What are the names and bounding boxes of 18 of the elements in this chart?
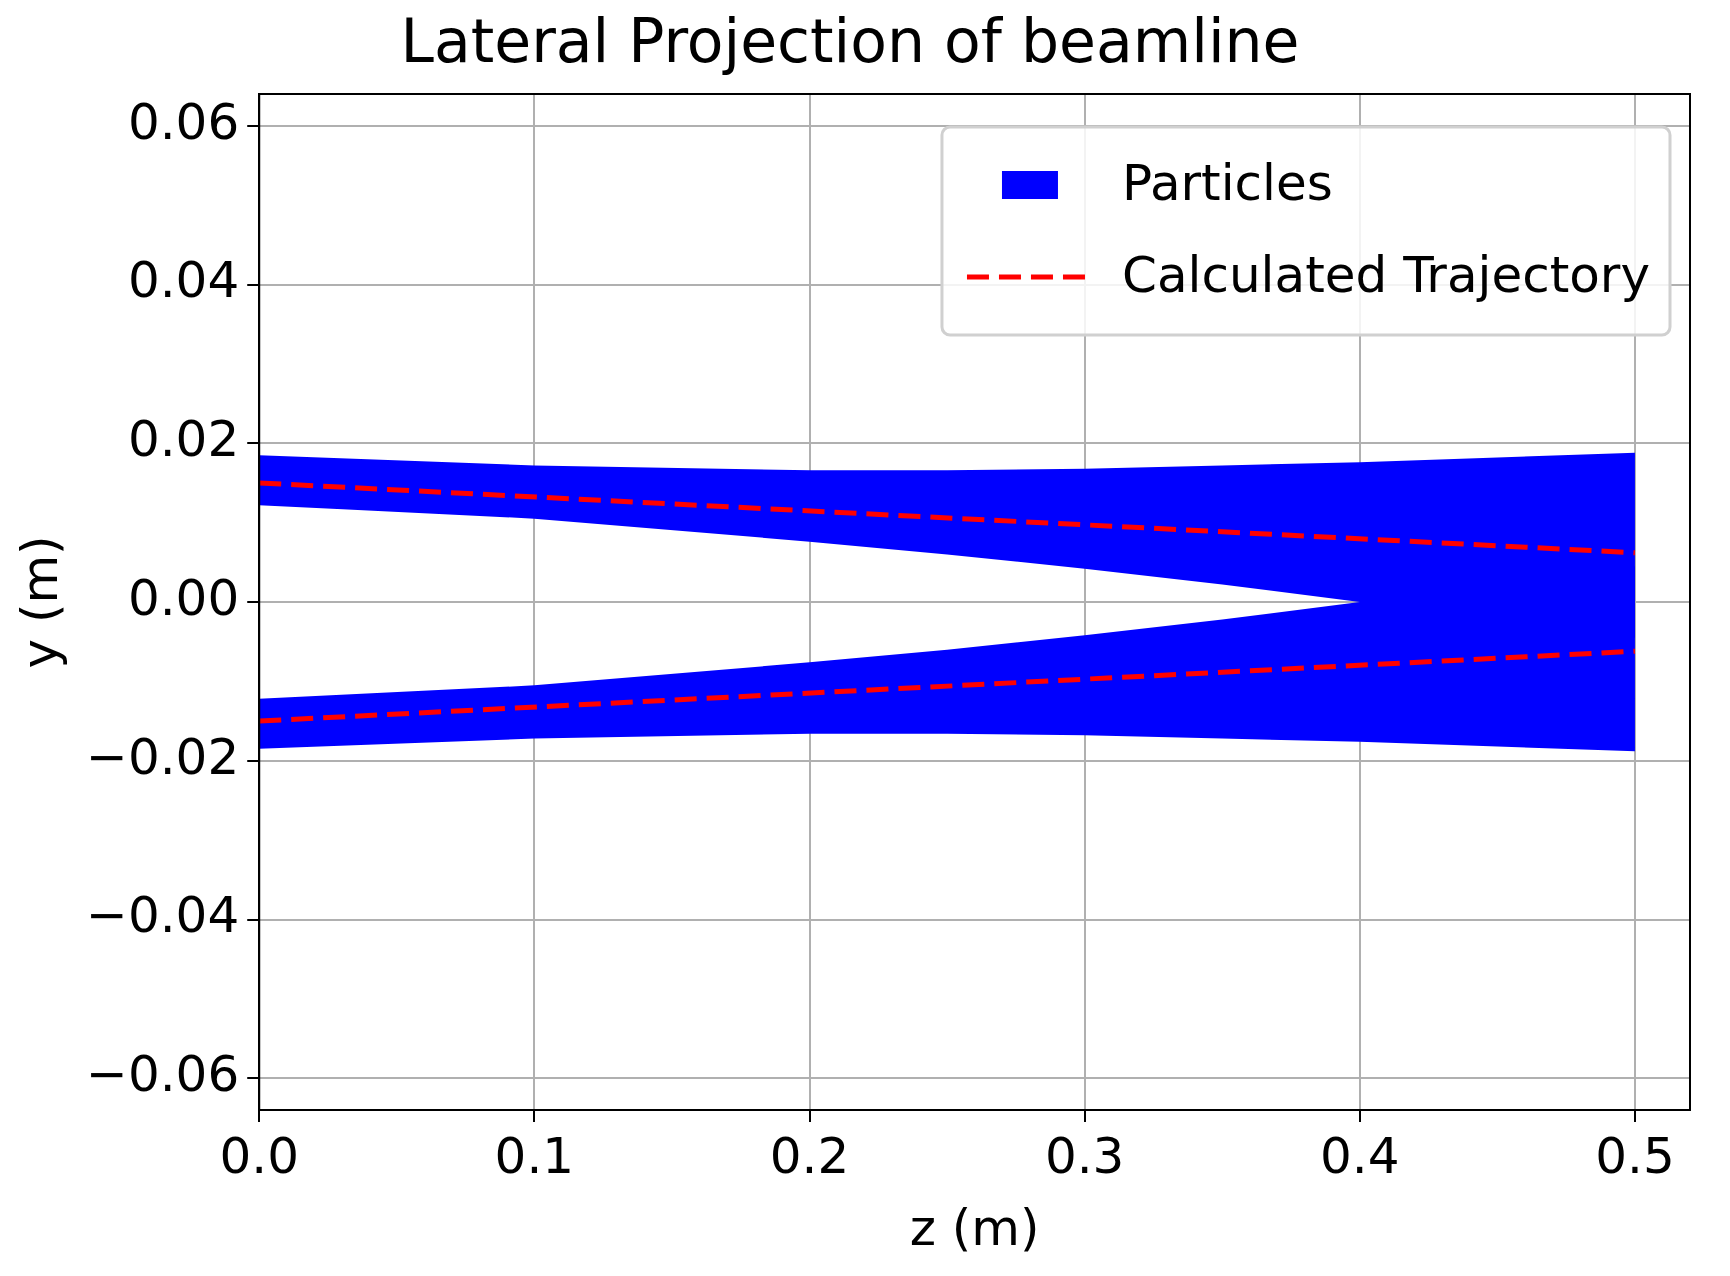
y-tick-label: −0.06 [85, 1045, 240, 1104]
x-axis-title: z (m) [909, 1198, 1040, 1257]
y-tick-label: −0.02 [85, 727, 240, 786]
x-tick-label: 0.1 [494, 1126, 575, 1185]
y-tick-label: 0.02 [127, 410, 240, 469]
legend-label: Calculated Trajectory [1121, 245, 1650, 304]
y-tick-label: −0.04 [85, 886, 240, 945]
y-tick-label: 0.06 [127, 92, 240, 151]
y-tick-label: 0.04 [127, 251, 240, 310]
x-tick-label: 0.3 [1044, 1126, 1125, 1185]
x-tick-label: 0.2 [769, 1126, 850, 1185]
y-tick-label: 0.00 [127, 568, 240, 627]
x-tick-label: 0.4 [1320, 1126, 1400, 1185]
x-tick-label: 0.0 [219, 1126, 299, 1185]
chart-title: Lateral Projection of beamline [400, 5, 1300, 76]
x-tick-label: 0.5 [1595, 1126, 1675, 1185]
y-axis-title: y (m) [10, 535, 69, 669]
legend-label: Particles [1121, 153, 1333, 212]
